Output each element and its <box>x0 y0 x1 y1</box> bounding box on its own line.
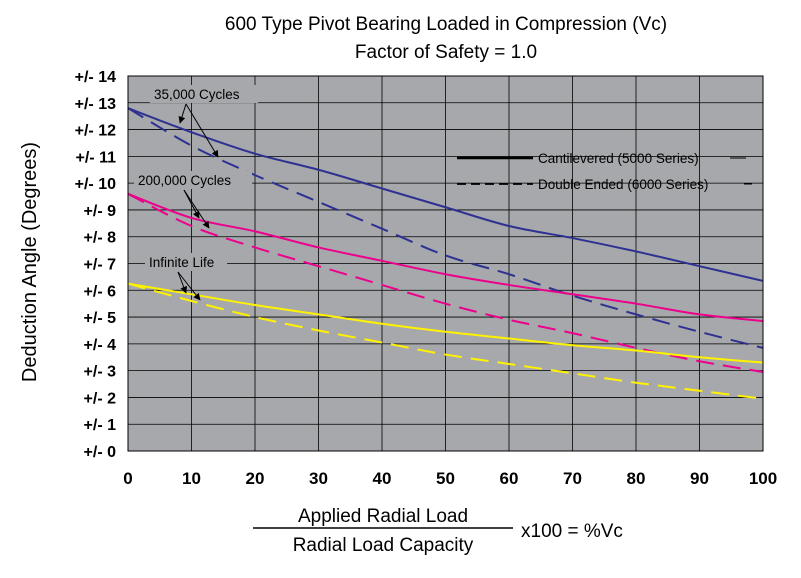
series-line-infinite-life-solid <box>127 282 764 364</box>
annotation-200000-bg <box>134 171 252 189</box>
annotation-200000-cycles: 200,000 Cycles <box>134 171 252 229</box>
legend-label-double-ended: Double Ended (6000 Series) <box>538 177 708 192</box>
x-tick-label: 40 <box>373 469 392 488</box>
legend: Cantilevered (5000 Series) Double Ended … <box>457 151 752 192</box>
y-tick-label: +/- 10 <box>75 176 116 193</box>
y-tick-label: +/- 3 <box>84 364 117 381</box>
y-tick-label: +/- 12 <box>75 123 116 140</box>
legend-label-cantilevered: Cantilevered (5000 Series) <box>538 151 699 166</box>
annotation-35000-label: 35,000 Cycles <box>154 87 240 102</box>
x-axis-label-numerator: Applied Radial Load <box>298 506 468 527</box>
y-tick-label: +/- 9 <box>84 203 117 220</box>
y-tick-label: +/- 6 <box>84 283 117 300</box>
annotation-infinite-label: Infinite Life <box>149 255 214 270</box>
y-tick-label: +/- 5 <box>84 310 117 327</box>
annotation-35000-bg <box>150 85 258 103</box>
y-tick-labels: +/- 0 +/- 1 +/- 2 +/- 3 +/- 4 +/- 5 +/- 6 +/- 7… <box>75 69 116 461</box>
series-line-35-000-cycles-dashed <box>127 107 764 349</box>
chart-title: 600 Type Pivot Bearing Loaded in Compres… <box>225 14 667 35</box>
annotation-infinite-arrow-2 <box>177 271 201 301</box>
x-tick-label: 90 <box>690 469 709 488</box>
x-tick-label: 80 <box>627 469 646 488</box>
x-tick-label: 0 <box>123 469 132 488</box>
series-line-35-000-cycles-solid <box>127 107 764 282</box>
x-tick-label: 50 <box>436 469 455 488</box>
x-tick-label: 20 <box>246 469 265 488</box>
plot-border <box>127 75 764 452</box>
y-tick-label: +/- 4 <box>84 337 117 354</box>
annotation-infinite-life: Infinite Life <box>145 253 227 301</box>
y-tick-label: +/- 13 <box>75 96 116 113</box>
y-axis-label: Deduction Angle (Degrees) <box>19 142 41 382</box>
x-axis-label-suffix: x100 = %Vc <box>521 521 623 542</box>
x-tick-label: 60 <box>500 469 519 488</box>
annotation-infinite-arrow-1 <box>177 271 188 294</box>
x-tick-label: 30 <box>309 469 328 488</box>
annotation-35000-arrow-2 <box>185 103 219 158</box>
annotation-35000-cycles: 35,000 Cycles <box>150 85 258 158</box>
y-tick-label: +/- 2 <box>84 390 117 407</box>
y-tick-label: +/- 14 <box>75 69 116 86</box>
series-layer <box>127 107 764 400</box>
series-line-200-000-cycles-solid <box>127 192 764 323</box>
x-tick-label: 100 <box>749 469 777 488</box>
series-line-infinite-life-dashed <box>127 282 764 400</box>
y-tick-label: +/- 7 <box>84 257 117 274</box>
annotation-infinite-bg <box>145 253 227 271</box>
annotation-200000-arrow-2 <box>183 189 210 229</box>
y-tick-label: +/- 8 <box>84 230 117 247</box>
annotation-200000-label: 200,000 Cycles <box>138 173 231 188</box>
annotation-35000-arrow-1 <box>178 103 187 124</box>
x-tick-labels: 0 10 20 30 40 50 60 70 80 90 100 <box>123 469 777 488</box>
x-axis-label-denominator: Radial Load Capacity <box>293 535 474 556</box>
chart-subtitle: Factor of Safety = 1.0 <box>355 42 537 63</box>
y-tick-label: +/- 11 <box>76 149 117 166</box>
x-tick-label: 70 <box>563 469 582 488</box>
y-tick-label: +/- 0 <box>84 444 117 461</box>
x-tick-label: 10 <box>182 469 201 488</box>
y-tick-label: +/- 1 <box>84 417 117 434</box>
